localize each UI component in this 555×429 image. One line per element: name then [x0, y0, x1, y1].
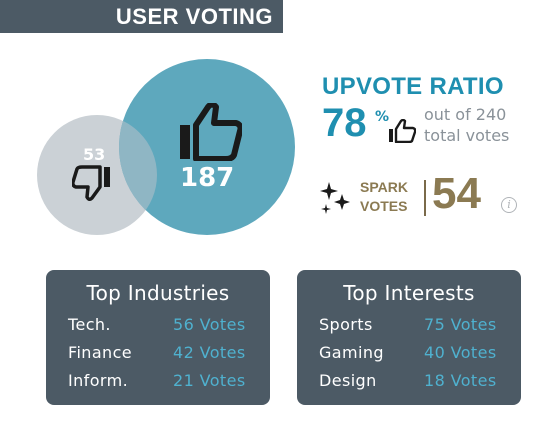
- industry-votes: 42 Votes: [173, 343, 246, 362]
- industry-name: Finance: [68, 343, 132, 362]
- upvote-ratio-title: UPVOTE RATIO: [322, 73, 504, 101]
- interest-votes: 40 Votes: [424, 343, 497, 362]
- upvote-ratio-percent: 78: [322, 101, 367, 145]
- industry-votes: 56 Votes: [173, 315, 246, 334]
- info-icon[interactable]: i: [501, 197, 517, 213]
- industry-votes: 21 Votes: [173, 371, 246, 390]
- top-industries-title: Top Industries: [46, 281, 270, 305]
- upvote-circle: [119, 59, 295, 235]
- spark-label-line1: SPARK: [360, 178, 408, 197]
- interest-row: Design 18 Votes: [319, 371, 501, 393]
- thumbs-up-small-icon: [388, 119, 416, 143]
- section-header: USER VOTING: [0, 0, 283, 33]
- total-votes-line1: out of 240: [424, 104, 509, 125]
- thumbs-down-icon: [72, 165, 112, 201]
- interest-name: Design: [319, 371, 377, 390]
- industry-row: Finance 42 Votes: [68, 343, 250, 365]
- downvote-circle: [37, 115, 157, 235]
- interest-row: Gaming 40 Votes: [319, 343, 501, 365]
- sparkle-icon: [320, 182, 352, 214]
- downvote-count: 53: [83, 145, 105, 164]
- spark-votes-label: SPARK VOTES: [360, 178, 408, 216]
- top-industries-card: Top Industries Tech. 56 Votes Finance 42…: [46, 270, 270, 405]
- interest-name: Gaming: [319, 343, 384, 362]
- industry-name: Inform.: [68, 371, 128, 390]
- spark-divider: [424, 180, 426, 216]
- top-interests-card: Top Interests Sports 75 Votes Gaming 40 …: [297, 270, 521, 405]
- percent-symbol: %: [375, 109, 389, 125]
- interest-votes: 18 Votes: [424, 371, 497, 390]
- industry-name: Tech.: [68, 315, 111, 334]
- interest-votes: 75 Votes: [424, 315, 497, 334]
- section-title: USER VOTING: [116, 4, 273, 29]
- upvote-count: 187: [180, 163, 234, 193]
- total-votes-line2: total votes: [424, 125, 509, 146]
- spark-label-line2: VOTES: [360, 197, 408, 216]
- top-interests-title: Top Interests: [297, 281, 521, 305]
- interest-name: Sports: [319, 315, 373, 334]
- thumbs-up-icon: [178, 103, 242, 161]
- spark-votes-count: 54: [432, 168, 481, 220]
- industry-row: Inform. 21 Votes: [68, 371, 250, 393]
- upvote-ratio-subtitle: out of 240 total votes: [424, 104, 509, 146]
- industry-row: Tech. 56 Votes: [68, 315, 250, 337]
- interest-row: Sports 75 Votes: [319, 315, 501, 337]
